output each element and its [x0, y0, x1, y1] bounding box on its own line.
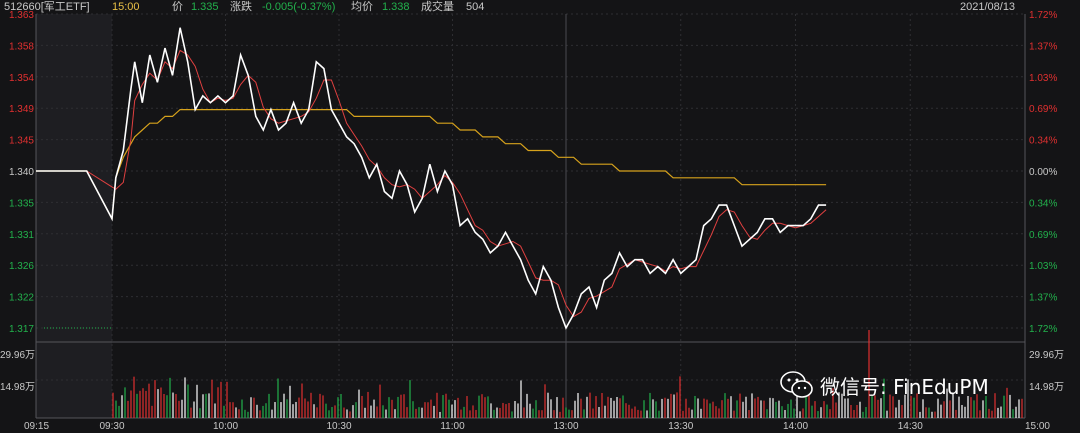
y-tick-label: 1.331 — [9, 230, 34, 241]
y-tick-label: 1.363 — [9, 10, 34, 21]
avg-price-line — [36, 108, 827, 221]
x-tick-label: 14:00 — [783, 421, 808, 432]
x-tick-label: 09:15 — [24, 421, 49, 432]
quote-header: 512660[军工ETF] 15:00 价 1.335 涨跌 -0.005(-0… — [0, 0, 1080, 14]
y-tick-label: 1.340 — [9, 167, 34, 178]
pct-tick-label: 0.69% — [1029, 104, 1057, 115]
avg-price-label: 均价 — [351, 1, 373, 13]
y-tick-label: 1.335 — [9, 198, 34, 209]
pre-market-shade — [36, 14, 112, 418]
y-tick-label: 1.358 — [9, 41, 34, 52]
change-value: -0.005(-0.37%) — [262, 1, 336, 13]
y-tick-label: 1.326 — [9, 261, 34, 272]
x-tick-label: 15:00 — [1025, 421, 1050, 432]
x-tick-label: 10:30 — [326, 421, 351, 432]
pct-tick-label: 0.34% — [1029, 136, 1057, 147]
wechat-icon — [780, 371, 813, 398]
watermark: 微信号: FinEduPM — [780, 368, 989, 402]
quote-time: 15:00 — [112, 1, 140, 13]
pct-tick-label: 1.72% — [1029, 10, 1057, 21]
quote-date: 2021/08/13 — [960, 1, 1016, 13]
pct-tick-label: 0.69% — [1029, 230, 1057, 241]
volume-tick-label: 14.98万 — [0, 382, 35, 393]
y-tick-label: 1.322 — [9, 293, 34, 304]
ma-line — [36, 49, 827, 318]
pct-tick-label: 1.72% — [1029, 324, 1057, 335]
x-tick-label: 10:00 — [213, 421, 238, 432]
pct-tick-label: 1.03% — [1029, 73, 1057, 84]
avg-price-value: 1.338 — [382, 1, 410, 13]
pct-tick-label: 1.03% — [1029, 261, 1057, 272]
volume-value: 504 — [466, 1, 485, 13]
price-line — [36, 27, 827, 330]
pct-tick-label: 1.37% — [1029, 293, 1057, 304]
price-label: 价 — [172, 1, 183, 13]
y-tick-label: 1.317 — [9, 324, 34, 335]
volume-label: 成交量 — [421, 1, 454, 13]
volume-tick-label: 29.96万 — [0, 350, 35, 361]
pct-tick-label: 0.34% — [1029, 198, 1057, 209]
x-tick-label: 13:00 — [553, 421, 578, 432]
y-tick-label: 1.354 — [9, 73, 34, 84]
volume-tick-label: 14.98万 — [1029, 382, 1064, 393]
x-tick-label: 13:30 — [668, 421, 693, 432]
x-tick-label: 09:30 — [99, 421, 124, 432]
x-tick-label: 14:30 — [898, 421, 923, 432]
y-tick-label: 1.345 — [9, 136, 34, 147]
pct-tick-label: 1.37% — [1029, 41, 1057, 52]
price-value: 1.335 — [191, 1, 219, 13]
security-name: 512660[军工ETF] — [4, 1, 90, 13]
x-tick-label: 11:00 — [440, 421, 465, 432]
change-label: 涨跌 — [230, 1, 252, 13]
watermark-text: 微信号: FinEduPM — [820, 374, 989, 399]
volume-tick-label: 29.96万 — [1029, 350, 1064, 361]
y-tick-label: 1.349 — [9, 104, 34, 115]
pct-tick-label: 0.00% — [1029, 167, 1057, 178]
